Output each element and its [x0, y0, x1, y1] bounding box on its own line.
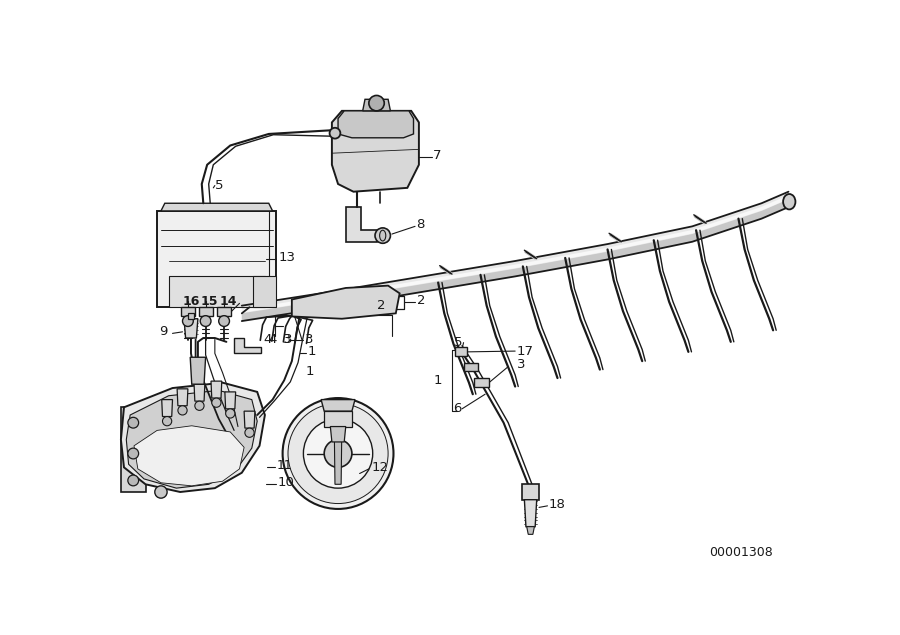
- Circle shape: [226, 409, 235, 418]
- Polygon shape: [184, 319, 198, 338]
- Circle shape: [288, 403, 388, 504]
- Circle shape: [155, 486, 167, 498]
- Text: 1: 1: [306, 365, 314, 378]
- Circle shape: [324, 439, 352, 467]
- Polygon shape: [522, 485, 539, 500]
- Text: 2: 2: [376, 299, 385, 312]
- Circle shape: [219, 316, 230, 326]
- Circle shape: [163, 417, 172, 426]
- Polygon shape: [225, 392, 236, 409]
- Polygon shape: [525, 500, 536, 526]
- Text: 4: 4: [269, 333, 277, 346]
- Polygon shape: [526, 526, 535, 534]
- Text: 1: 1: [434, 374, 442, 387]
- Polygon shape: [473, 378, 489, 387]
- Text: 1: 1: [307, 345, 316, 358]
- Circle shape: [128, 475, 139, 486]
- Text: 3: 3: [305, 333, 313, 346]
- Polygon shape: [330, 427, 346, 442]
- Text: 00001308: 00001308: [709, 545, 773, 559]
- Polygon shape: [181, 307, 194, 316]
- Polygon shape: [190, 358, 205, 384]
- Text: 7: 7: [433, 149, 441, 162]
- Text: 3: 3: [284, 333, 292, 346]
- Text: 14: 14: [220, 295, 237, 307]
- Polygon shape: [217, 307, 231, 316]
- Polygon shape: [199, 307, 212, 316]
- Ellipse shape: [380, 231, 386, 241]
- Polygon shape: [168, 276, 265, 307]
- Polygon shape: [244, 411, 255, 428]
- Polygon shape: [194, 384, 205, 401]
- Text: 9: 9: [158, 325, 167, 338]
- Text: 10: 10: [278, 476, 295, 489]
- Polygon shape: [324, 411, 352, 427]
- Polygon shape: [464, 363, 478, 371]
- Polygon shape: [234, 338, 261, 354]
- Text: 11: 11: [276, 459, 292, 472]
- Circle shape: [183, 316, 194, 326]
- Polygon shape: [292, 286, 400, 319]
- Polygon shape: [332, 111, 419, 192]
- Polygon shape: [126, 391, 257, 488]
- Polygon shape: [242, 199, 788, 321]
- Text: 2: 2: [417, 294, 425, 307]
- Text: 4: 4: [264, 333, 272, 346]
- Circle shape: [375, 228, 391, 243]
- Circle shape: [194, 401, 204, 410]
- Polygon shape: [158, 211, 276, 307]
- Polygon shape: [121, 407, 146, 492]
- Circle shape: [128, 417, 139, 428]
- Circle shape: [329, 128, 340, 138]
- Text: 5: 5: [215, 179, 223, 192]
- Text: 6: 6: [454, 403, 462, 415]
- Circle shape: [200, 316, 211, 326]
- Circle shape: [245, 428, 254, 438]
- Text: 3: 3: [517, 358, 526, 371]
- Polygon shape: [161, 203, 273, 211]
- Ellipse shape: [783, 194, 796, 210]
- Circle shape: [369, 95, 384, 111]
- Circle shape: [303, 419, 373, 488]
- Polygon shape: [334, 423, 342, 485]
- Polygon shape: [162, 399, 173, 417]
- Polygon shape: [455, 347, 467, 356]
- Text: 3: 3: [282, 333, 290, 346]
- Text: 16: 16: [183, 295, 200, 307]
- Polygon shape: [338, 111, 413, 138]
- Text: 12: 12: [371, 461, 388, 474]
- Circle shape: [212, 398, 221, 407]
- Polygon shape: [242, 192, 788, 321]
- Text: 5: 5: [454, 336, 462, 349]
- Text: 13: 13: [279, 251, 296, 264]
- Polygon shape: [211, 381, 221, 398]
- Circle shape: [178, 406, 187, 415]
- Polygon shape: [121, 383, 265, 492]
- Polygon shape: [363, 99, 391, 111]
- Circle shape: [283, 398, 393, 509]
- Circle shape: [128, 448, 139, 459]
- Text: 17: 17: [517, 345, 534, 358]
- Polygon shape: [346, 207, 376, 242]
- Polygon shape: [188, 313, 194, 319]
- Polygon shape: [177, 389, 188, 406]
- Text: 15: 15: [200, 295, 218, 307]
- Polygon shape: [254, 276, 276, 307]
- Text: 8: 8: [417, 218, 425, 231]
- Polygon shape: [321, 399, 355, 411]
- Polygon shape: [134, 426, 244, 486]
- Text: 18: 18: [549, 498, 566, 511]
